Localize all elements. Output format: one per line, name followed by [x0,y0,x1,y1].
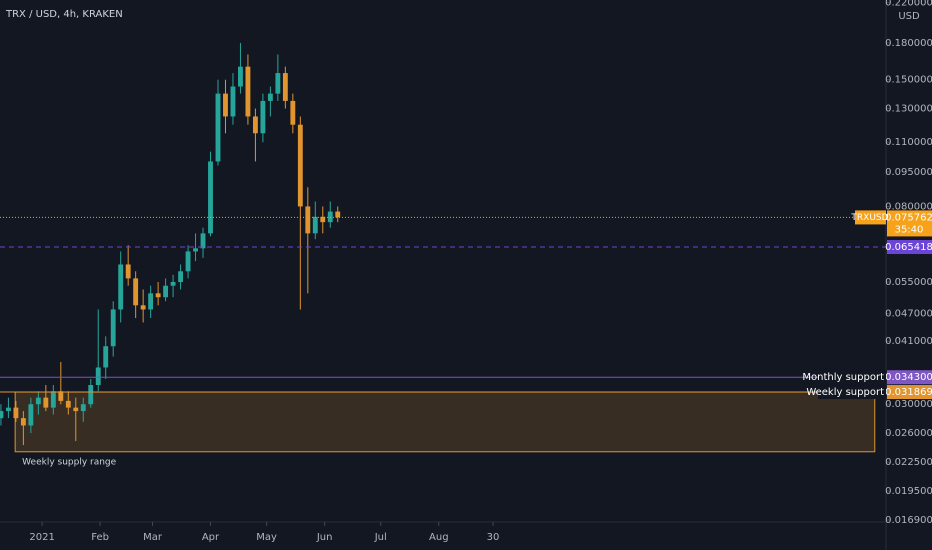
x-tick-label: Mar [143,532,163,543]
x-tick-label: Apr [202,532,220,543]
candle-body [320,216,326,223]
candle-body [208,161,213,234]
y-tick-label: 0.022500 [885,457,932,468]
candle-body [193,248,198,252]
price-label-box [887,370,932,385]
x-tick-label: Aug [429,532,449,543]
countdown: 35:40 [895,224,924,235]
candle-body [335,211,341,218]
level-name: Monthly support [802,372,884,383]
candle-body [215,93,221,162]
candle-body [163,285,169,298]
candle-body [20,418,26,426]
candle-body [110,309,116,347]
y-tick-label: 0.095000 [885,167,932,178]
candle-body [73,407,79,412]
y-tick-label: 0.047000 [885,309,932,320]
price-label: 0.031869 [885,387,932,398]
axis-unit: USD [898,11,920,22]
candle-body [88,385,94,405]
chart-title: TRX / USD, 4h, KRAKEN [5,9,123,20]
y-tick-label: 0.016900 [885,515,932,526]
candle-body [140,305,146,310]
x-tick-label: 30 [487,532,500,543]
x-tick-label: Jul [374,532,387,543]
candle-body [65,400,71,408]
candle-body [185,251,191,272]
price-label-box [887,385,932,400]
candle-body [50,391,56,408]
x-tick-label: Feb [91,532,109,543]
candle-body [260,100,266,134]
level-name-bg [818,370,886,385]
level-name-bg [818,385,886,400]
y-tick-label: 0.041000 [885,336,932,347]
candle-body [148,293,154,310]
candle-body [43,397,49,408]
candle-body [238,66,243,87]
candle-body [282,73,288,101]
candle-body [170,282,176,286]
candle-body [178,271,184,283]
x-tick-label: Jun [316,532,333,543]
y-tick-label: 0.026000 [885,428,932,439]
y-tick-label: 0.080000 [885,201,932,212]
candle-body [267,93,273,101]
candle-body [312,216,318,234]
candle-body [275,73,281,94]
candle-body [305,206,311,234]
price-label: 0.065418 [885,242,932,253]
candle-body [125,264,131,279]
candle-body [230,86,236,117]
range-label: Weekly supply range [22,457,116,467]
candle-body [5,407,11,412]
x-tick-label: 2021 [29,532,54,543]
y-tick-label: 0.110000 [885,137,932,148]
candle-body [35,397,41,405]
candle-body [13,407,19,419]
price-label: 0.034300 [885,372,932,383]
symbol-box [855,210,886,225]
y-tick-label: 0.220000 [885,0,932,8]
candle-body [80,404,86,412]
price-label: 0.075762 [885,212,932,223]
supply-range-box [14,391,876,453]
price-label-box [887,210,932,237]
y-tick-label: 0.055000 [885,277,932,288]
y-tick-label: 0.180000 [885,38,932,49]
y-tick-label: 0.030000 [885,399,932,410]
candle-body [118,264,124,310]
candle-body [327,211,333,223]
candle-body [95,367,101,386]
candle-body [133,278,139,306]
candle-body [155,293,161,298]
y-tick-label: 0.130000 [885,104,932,115]
candle-body [58,391,64,401]
symbol-label: TRXUSD [850,213,888,223]
candle-body [28,404,34,426]
candle-body [290,100,296,125]
y-tick-label: 0.019500 [885,486,932,497]
price-label-box [887,240,932,255]
y-tick-label: 0.150000 [885,75,932,86]
candle-body [103,346,109,368]
x-tick-label: May [256,532,277,543]
level-name: Weekly support [806,387,884,398]
candle-body [200,233,206,249]
candle-body [223,93,228,117]
candle-body [245,66,251,117]
candle-body [297,124,303,207]
candle-body [252,116,258,134]
candle-body [0,411,4,419]
